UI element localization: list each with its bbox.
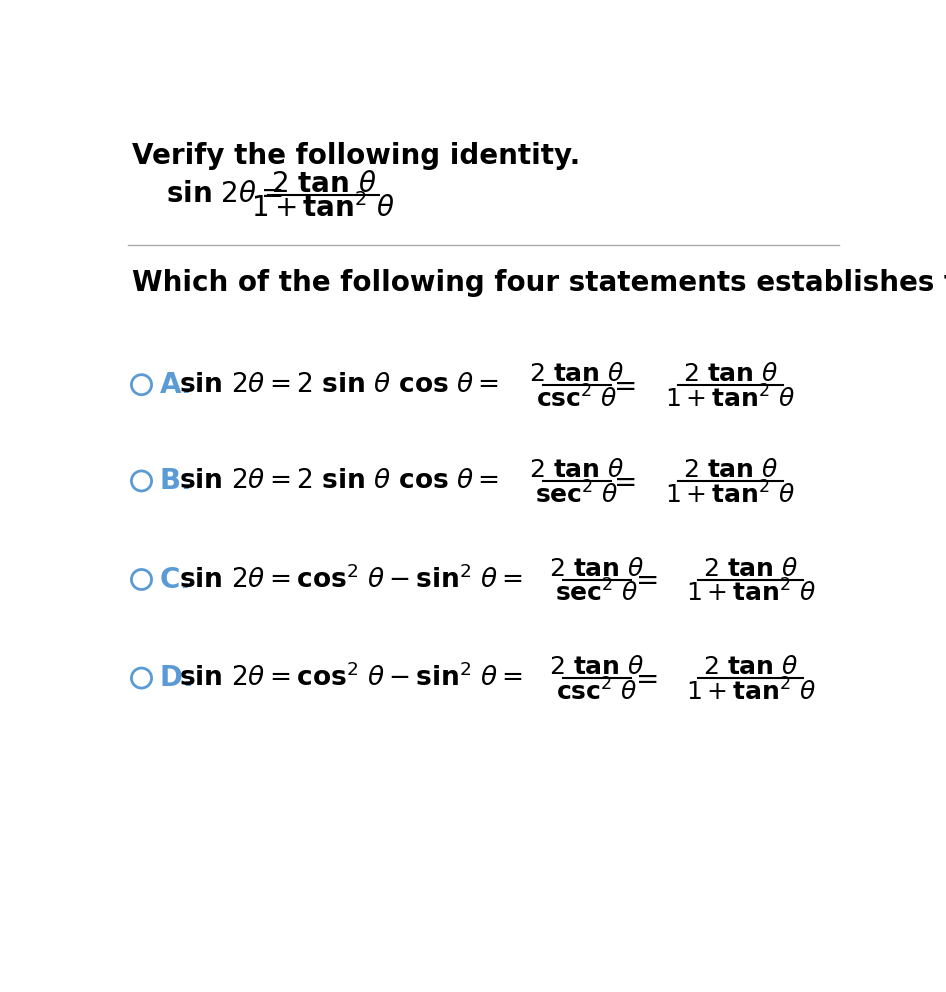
Text: $\mathbf{B.}$: $\mathbf{B.}$ bbox=[159, 467, 189, 495]
Text: $2\ \mathbf{tan}\ \theta$: $2\ \mathbf{tan}\ \theta$ bbox=[529, 458, 625, 482]
Text: $\mathbf{sin}\ 2\theta = \mathbf{cos}^{2}\ \theta - \mathbf{sin}^{2}\ \theta =$: $\mathbf{sin}\ 2\theta = \mathbf{cos}^{2… bbox=[179, 664, 523, 692]
Text: $1 + \mathbf{tan}^{2}\ \theta$: $1 + \mathbf{tan}^{2}\ \theta$ bbox=[252, 193, 395, 223]
Text: $\mathbf{sin}\ 2\theta =$: $\mathbf{sin}\ 2\theta =$ bbox=[166, 181, 284, 208]
Text: $\mathbf{A.}$: $\mathbf{A.}$ bbox=[159, 371, 190, 399]
Text: $\mathbf{C.}$: $\mathbf{C.}$ bbox=[159, 565, 188, 593]
Text: Verify the following identity.: Verify the following identity. bbox=[132, 142, 581, 171]
Text: $1 + \mathbf{tan}^{2}\ \theta$: $1 + \mathbf{tan}^{2}\ \theta$ bbox=[686, 579, 815, 607]
Text: $\mathbf{sec}^{2}\ \theta$: $\mathbf{sec}^{2}\ \theta$ bbox=[555, 579, 639, 607]
Text: $2\ \mathbf{tan}\ \theta$: $2\ \mathbf{tan}\ \theta$ bbox=[703, 557, 798, 580]
Text: $2\ \mathbf{tan}\ \theta$: $2\ \mathbf{tan}\ \theta$ bbox=[550, 656, 645, 680]
Text: $2\ \mathbf{tan}\ \theta$: $2\ \mathbf{tan}\ \theta$ bbox=[683, 458, 779, 482]
Text: $\mathbf{D.}$: $\mathbf{D.}$ bbox=[159, 664, 191, 692]
Text: $2\ \mathbf{tan}\ \theta$: $2\ \mathbf{tan}\ \theta$ bbox=[550, 557, 645, 580]
Text: $1 + \mathbf{tan}^{2}\ \theta$: $1 + \mathbf{tan}^{2}\ \theta$ bbox=[686, 679, 815, 705]
Text: $=$: $=$ bbox=[608, 467, 636, 495]
Text: $2\ \mathbf{tan}\ \theta$: $2\ \mathbf{tan}\ \theta$ bbox=[703, 656, 798, 680]
Text: $\mathbf{sin}\ 2\theta = 2\ \mathbf{sin}\ \theta\ \mathbf{cos}\ \theta =$: $\mathbf{sin}\ 2\theta = 2\ \mathbf{sin}… bbox=[179, 372, 499, 398]
Text: $\mathbf{sec}^{2}\ \theta$: $\mathbf{sec}^{2}\ \theta$ bbox=[535, 481, 619, 509]
Text: $\mathbf{csc}^{2}\ \theta$: $\mathbf{csc}^{2}\ \theta$ bbox=[556, 679, 638, 705]
Text: $2\ \mathbf{tan}\ \theta$: $2\ \mathbf{tan}\ \theta$ bbox=[683, 362, 779, 386]
Text: $1 + \mathbf{tan}^{2}\ \theta$: $1 + \mathbf{tan}^{2}\ \theta$ bbox=[665, 385, 796, 412]
Text: $=$: $=$ bbox=[630, 565, 657, 593]
Text: $\mathbf{sin}\ 2\theta = \mathbf{cos}^{2}\ \theta - \mathbf{sin}^{2}\ \theta =$: $\mathbf{sin}\ 2\theta = \mathbf{cos}^{2… bbox=[179, 565, 523, 594]
Text: $2\ \mathbf{tan}\ \theta$: $2\ \mathbf{tan}\ \theta$ bbox=[529, 362, 625, 386]
Text: $\mathbf{csc}^{2}\ \theta$: $\mathbf{csc}^{2}\ \theta$ bbox=[536, 385, 618, 412]
Text: $\mathbf{sin}\ 2\theta = 2\ \mathbf{sin}\ \theta\ \mathbf{cos}\ \theta =$: $\mathbf{sin}\ 2\theta = 2\ \mathbf{sin}… bbox=[179, 468, 499, 494]
Text: $1 + \mathbf{tan}^{2}\ \theta$: $1 + \mathbf{tan}^{2}\ \theta$ bbox=[665, 481, 796, 509]
Text: $2\ \mathbf{tan}\ \theta$: $2\ \mathbf{tan}\ \theta$ bbox=[271, 170, 377, 197]
Text: Which of the following four statements establishes the identity?: Which of the following four statements e… bbox=[132, 269, 946, 298]
Text: $=$: $=$ bbox=[608, 371, 636, 399]
Text: $=$: $=$ bbox=[630, 664, 657, 692]
